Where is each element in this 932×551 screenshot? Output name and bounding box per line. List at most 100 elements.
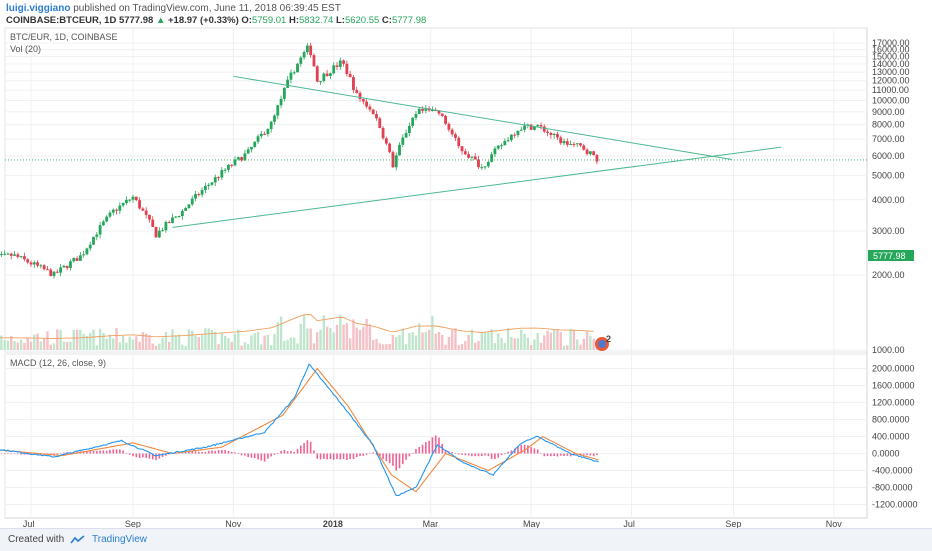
candle-body bbox=[111, 209, 115, 213]
price-tick-label: 15000.00 bbox=[872, 52, 910, 62]
volume-bar bbox=[42, 338, 46, 350]
candle-body bbox=[401, 137, 405, 145]
candle-body bbox=[52, 271, 56, 276]
candle-body bbox=[503, 140, 507, 146]
volume-bar bbox=[207, 328, 210, 350]
volume-bar bbox=[342, 324, 345, 350]
author-link[interactable]: luigi.viggiano bbox=[6, 3, 71, 14]
macd-tick-label: 1200.0000 bbox=[872, 398, 915, 408]
macd-histogram-bar bbox=[457, 453, 460, 455]
macd-tick-label: 0.0000 bbox=[872, 449, 900, 459]
macd-histogram-bar bbox=[461, 453, 463, 455]
volume-bar bbox=[418, 323, 421, 350]
tradingview-brand-link[interactable]: TradingView bbox=[92, 534, 148, 545]
volume-bar bbox=[441, 334, 444, 350]
macd-histogram-bar bbox=[336, 453, 338, 460]
volume-bar bbox=[312, 343, 316, 350]
candle-body bbox=[444, 115, 447, 124]
candle-body bbox=[595, 155, 599, 162]
candle-body bbox=[3, 253, 7, 255]
candle-body bbox=[259, 133, 263, 137]
macd-histogram-bar bbox=[145, 453, 147, 459]
candle-body bbox=[582, 145, 586, 150]
candle-body bbox=[200, 190, 204, 195]
macd-histogram-bar bbox=[257, 453, 259, 460]
macd-histogram-bar bbox=[477, 453, 480, 457]
candle-body bbox=[227, 164, 230, 170]
macd-histogram-bar bbox=[471, 453, 473, 457]
macd-histogram-bar bbox=[425, 442, 427, 454]
volume-bar bbox=[243, 342, 247, 350]
chart-canvas[interactable]: Jul Sep Nov 2018 Mar May Jul Sep Nov 1000.00 2000.… bbox=[0, 0, 932, 528]
x-tick-label: Sep bbox=[725, 519, 741, 528]
macd-histogram-bar bbox=[339, 453, 342, 460]
macd-histogram-bar bbox=[559, 453, 562, 456]
candle-body bbox=[65, 265, 69, 268]
volume-bar bbox=[579, 344, 582, 350]
high-label: H: bbox=[288, 15, 299, 26]
volume-bar bbox=[506, 328, 510, 350]
macd-histogram-bar bbox=[148, 453, 151, 459]
volume-bar bbox=[539, 342, 543, 350]
candle-body bbox=[480, 167, 484, 169]
volume-bar bbox=[112, 338, 115, 350]
volume-bar bbox=[279, 316, 283, 350]
candle-body bbox=[542, 126, 546, 132]
candle-body bbox=[309, 45, 313, 56]
macd-histogram-bar bbox=[244, 453, 246, 456]
macd-histogram-bar bbox=[0, 453, 3, 455]
volume-bar bbox=[450, 329, 454, 350]
ohlc-bar: COINBASE:BTCEUR, 1D 5777.98 ▲ +18.97 (+0… bbox=[6, 15, 426, 26]
volume-bar bbox=[46, 331, 49, 350]
candle-body bbox=[279, 98, 283, 106]
macd-histogram-bar bbox=[273, 453, 276, 455]
candle-body bbox=[417, 108, 421, 114]
candle-body bbox=[368, 106, 372, 110]
volume-bar bbox=[49, 344, 52, 350]
candle-body bbox=[454, 134, 457, 138]
macd-histogram-bar bbox=[329, 453, 332, 460]
candle-body bbox=[365, 101, 369, 107]
macd-histogram-bar bbox=[125, 452, 128, 454]
volume-bar bbox=[585, 331, 589, 350]
candle-body bbox=[154, 226, 158, 238]
macd-histogram-bar bbox=[579, 453, 582, 455]
volume-bar bbox=[562, 345, 566, 350]
candle-body bbox=[75, 258, 79, 261]
macd-histogram-bar bbox=[411, 453, 414, 454]
volume-bar bbox=[306, 328, 309, 350]
volume-bar bbox=[378, 343, 381, 350]
volume-bar bbox=[424, 331, 428, 350]
candle-body bbox=[55, 271, 59, 273]
macd-histogram-bar bbox=[349, 453, 351, 460]
volume-bar bbox=[283, 340, 286, 350]
candle-body bbox=[174, 216, 178, 218]
macd-histogram-bar bbox=[569, 453, 572, 457]
candle-body bbox=[546, 131, 549, 133]
macd-histogram-bar bbox=[444, 450, 447, 454]
volume-bar bbox=[23, 343, 26, 350]
volume-bar bbox=[148, 335, 151, 350]
volume-bar bbox=[401, 328, 405, 350]
volume-bar bbox=[536, 333, 539, 350]
candle-body bbox=[559, 137, 563, 144]
macd-histogram-bar bbox=[372, 452, 374, 454]
candle-body bbox=[486, 161, 490, 167]
macd-histogram-bar bbox=[589, 453, 592, 456]
volume-bar bbox=[92, 329, 95, 350]
macd-histogram-bar bbox=[527, 445, 529, 454]
candle-body bbox=[36, 262, 39, 266]
candle-body bbox=[148, 214, 151, 220]
volume-bar bbox=[371, 339, 375, 350]
volume-bar bbox=[266, 334, 270, 350]
price-pane[interactable] bbox=[4, 27, 868, 353]
volume-bar bbox=[52, 343, 56, 350]
macd-histogram-bar bbox=[217, 450, 220, 454]
macd-histogram-bar bbox=[191, 451, 194, 454]
macd-histogram-bar bbox=[151, 453, 154, 460]
events-badge[interactable]: 2 bbox=[595, 334, 611, 351]
volume-bar bbox=[85, 335, 89, 350]
volume-bar bbox=[319, 329, 322, 350]
price-tick-label: 14000.00 bbox=[872, 59, 910, 69]
macd-histogram-bar bbox=[563, 453, 565, 456]
